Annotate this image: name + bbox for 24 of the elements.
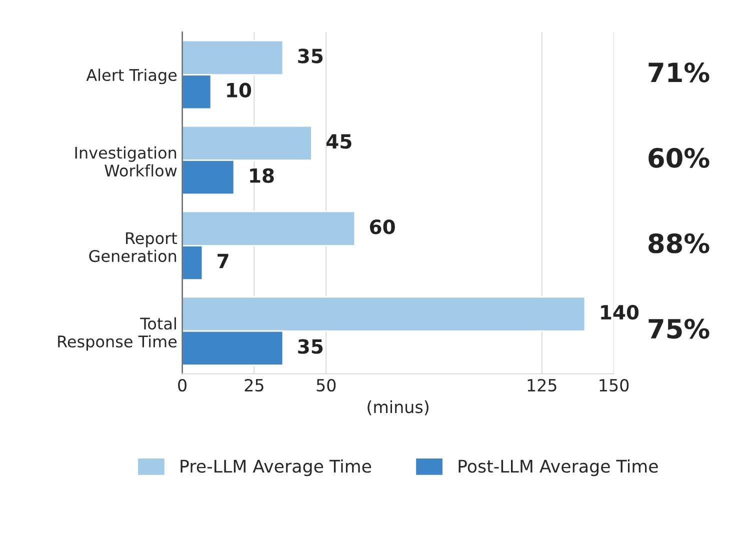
text: 71%	[648, 62, 710, 82]
data-label: 10	[227, 82, 252, 98]
legend-label: Post-LLM Average Time	[458, 459, 658, 476]
data-label: 35	[298, 339, 323, 354]
data-label: 60	[370, 219, 395, 234]
x-tick-label: 150	[600, 378, 629, 392]
data-label: 7	[218, 254, 228, 268]
x-axis-title: (minus)	[368, 400, 428, 416]
text: 60%	[648, 148, 710, 168]
y-tick-label: Report Generation	[89, 232, 178, 262]
data-label: 18	[250, 168, 274, 183]
y-tick-label: Investigation Workflow	[75, 146, 177, 177]
data-label: 140	[601, 304, 639, 320]
x-tick-label: 125	[528, 378, 556, 392]
x-tick-label: 50	[316, 378, 336, 392]
x-tick-label: 25	[244, 378, 264, 392]
text: 75%	[648, 318, 710, 339]
data-label: 45	[326, 134, 352, 149]
y-tick-label: Alert Triage	[86, 68, 177, 84]
legend-label: Pre-LLM Average Time	[180, 459, 372, 476]
y-tick-label: Total Response Time	[58, 317, 177, 351]
text: 88%	[648, 233, 710, 254]
x-tick-label: 0	[178, 378, 186, 392]
data-label: 35	[298, 48, 323, 64]
